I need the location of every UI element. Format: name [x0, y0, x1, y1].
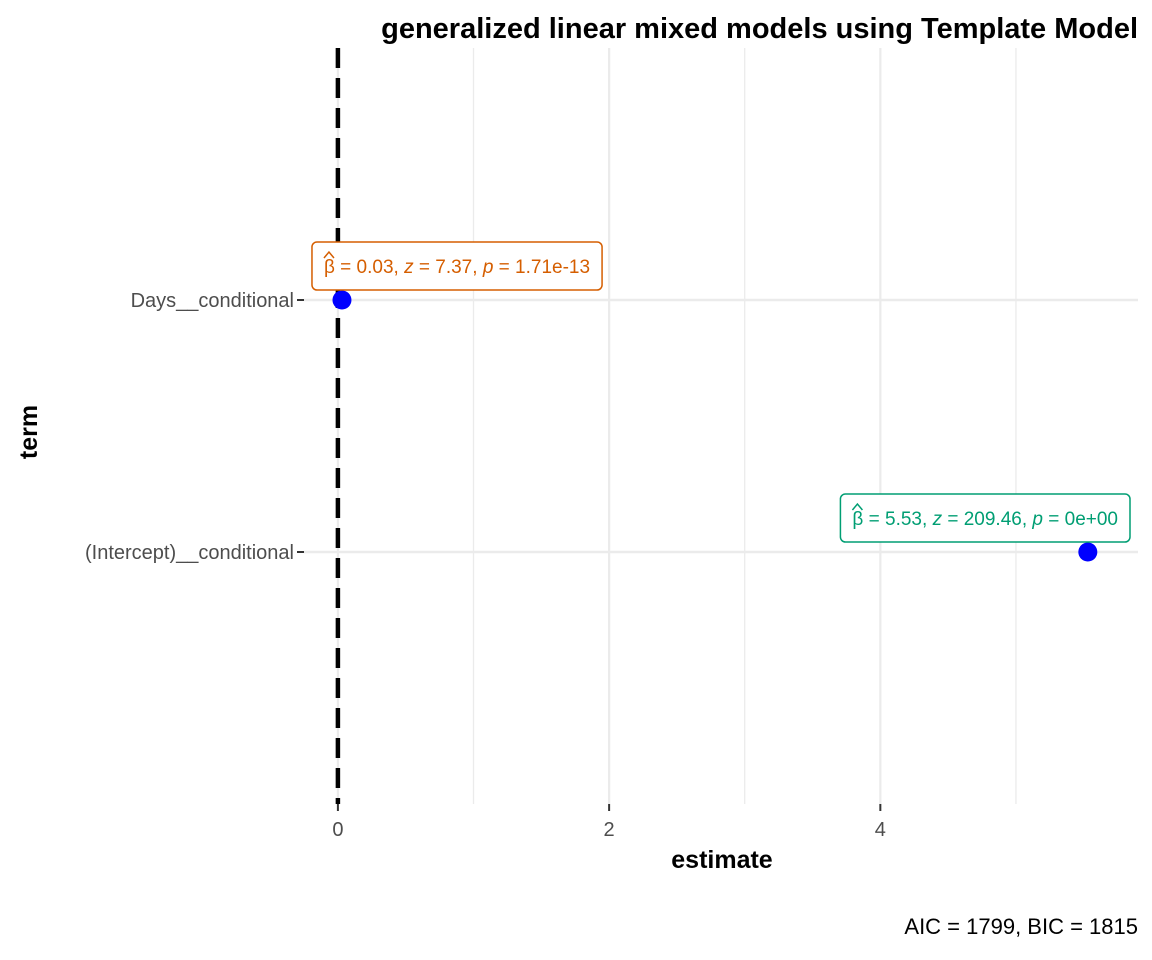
- point-label-box: [311, 241, 603, 291]
- plot-area: 0 2 4 Days__conditional (Intercept)__conditi…: [85, 48, 1138, 841]
- x-axis-title: estimate: [671, 846, 773, 874]
- point-label-box: [839, 493, 1131, 543]
- point-label: β = 5.53, z = 209.46, p = 0e+00: [839, 493, 1131, 543]
- chart-title: generalized linear mixed models using Te…: [381, 13, 1138, 45]
- y-axis-title: term: [15, 405, 43, 459]
- x-tick-label: 2: [604, 819, 615, 841]
- caption: AIC = 1799, BIC = 1815: [904, 914, 1138, 939]
- point-label: β = 0.03, z = 7.37, p = 1.71e-13: [311, 241, 603, 291]
- x-tick-label: 0: [332, 819, 343, 841]
- data-point: [1078, 542, 1098, 562]
- y-tick-label: (Intercept)__conditional: [85, 542, 294, 564]
- point-label-text: β = 5.53, z = 209.46, p = 0e+00: [852, 509, 1118, 530]
- y-tick-label: Days__conditional: [131, 290, 294, 312]
- beta-hat-mark: [851, 502, 863, 511]
- x-tick-label: 4: [875, 819, 886, 841]
- data-point: [332, 290, 352, 310]
- beta-hat-mark: [323, 250, 335, 259]
- point-label-text: β = 0.03, z = 7.37, p = 1.71e-13: [324, 257, 590, 278]
